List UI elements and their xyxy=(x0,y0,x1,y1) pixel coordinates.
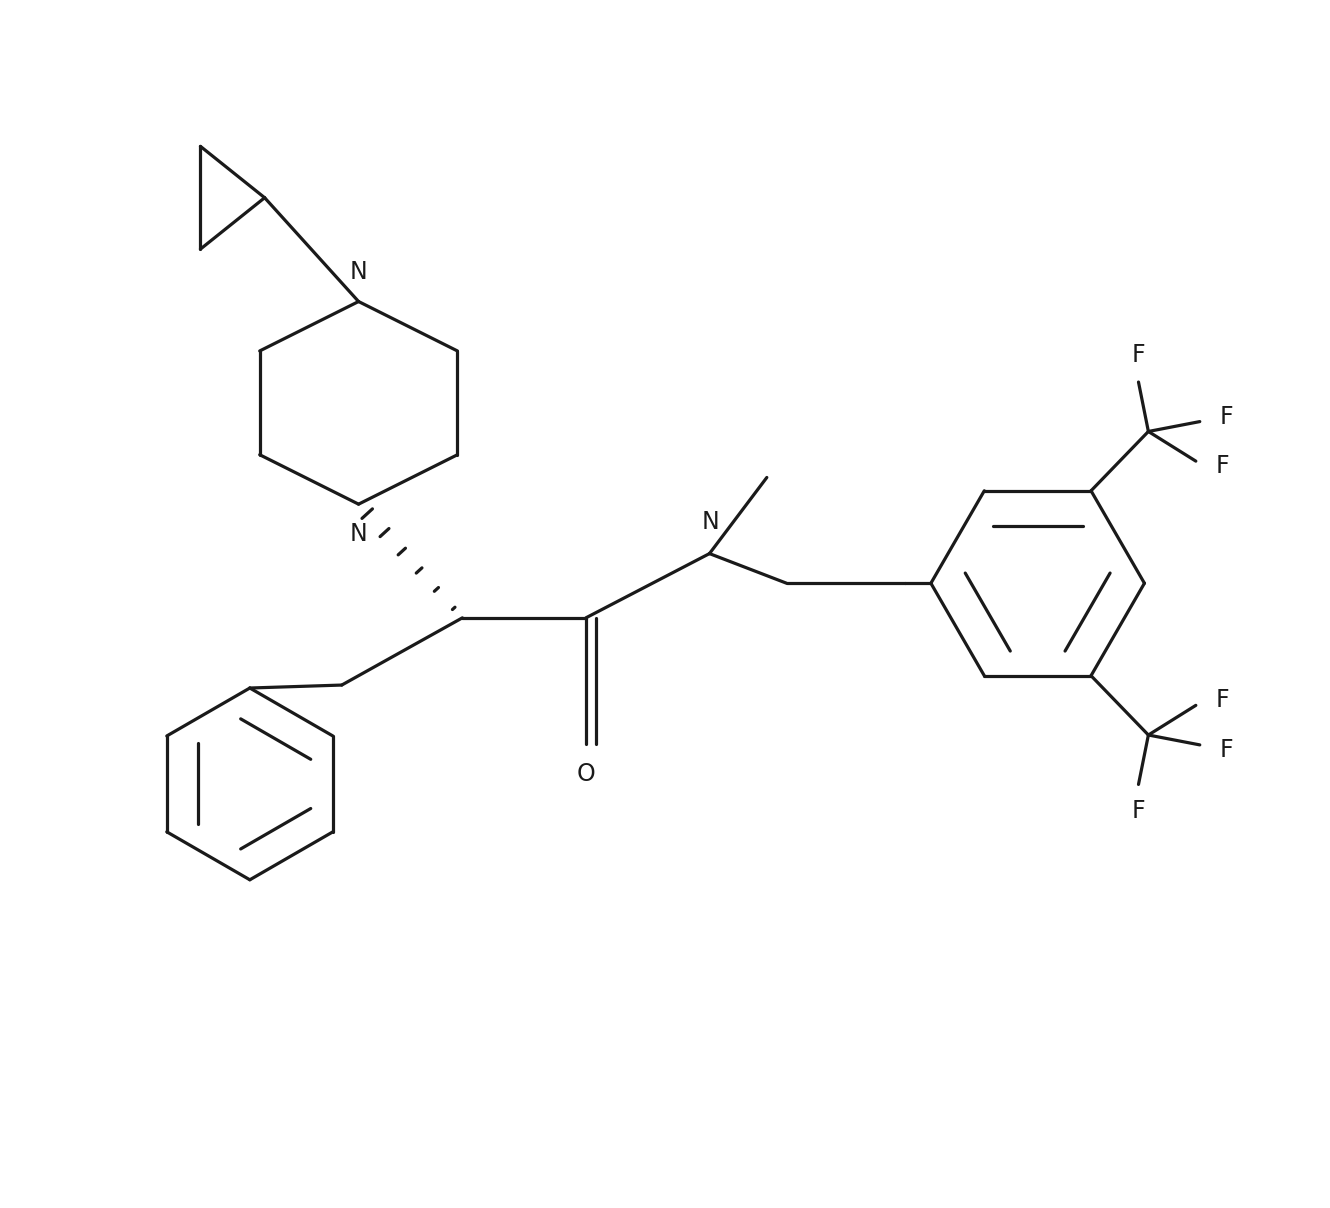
Text: N: N xyxy=(350,260,367,284)
Text: N: N xyxy=(702,510,720,534)
Text: F: F xyxy=(1132,800,1145,823)
Text: O: O xyxy=(576,762,596,786)
Text: F: F xyxy=(1132,343,1145,367)
Text: F: F xyxy=(1220,405,1233,429)
Text: F: F xyxy=(1216,454,1229,478)
Text: F: F xyxy=(1220,738,1233,762)
Text: N: N xyxy=(350,522,367,546)
Text: F: F xyxy=(1216,689,1229,713)
